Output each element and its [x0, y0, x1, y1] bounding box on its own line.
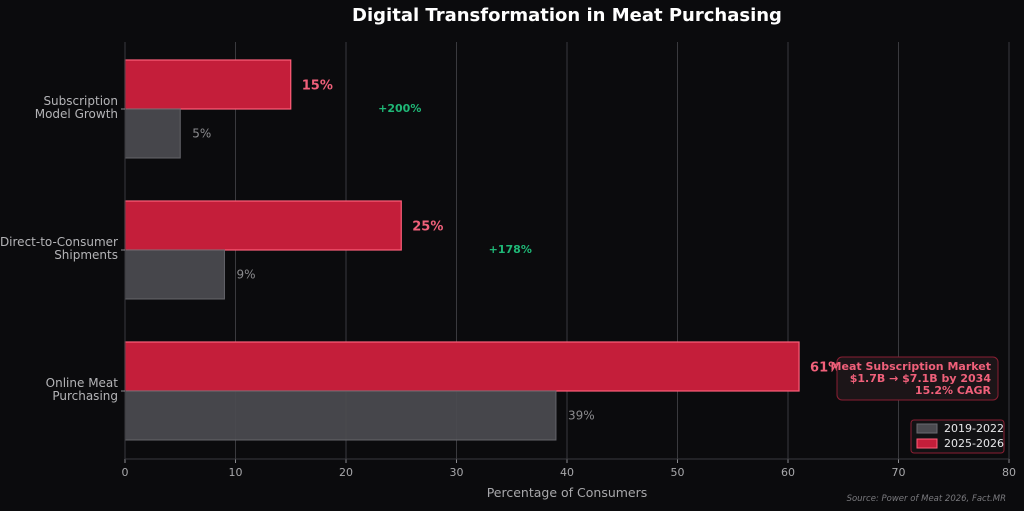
bar-2025-2026-online-meat-purchasing	[124, 341, 800, 392]
tick-label-x-20: 20	[339, 466, 353, 479]
growth-label-subscription-model-growth: +200%	[378, 102, 421, 115]
tick-label-x-60: 60	[781, 466, 795, 479]
tick-label-x-50: 50	[671, 466, 685, 479]
category-label-line: Shipments	[54, 248, 118, 262]
legend-label-2019-2022: 2019-2022	[944, 422, 1004, 435]
category-label-line: Purchasing	[52, 389, 118, 403]
source-note: Source: Power of Meat 2026, Fact.MR	[847, 494, 1007, 504]
bars	[124, 59, 800, 441]
annotation-box: Meat Subscription Market $1.7B → $7.1B b…	[831, 356, 999, 401]
x-axis-title: Percentage of Consumers	[487, 485, 648, 500]
annotation-title: Meat Subscription Market	[831, 360, 991, 373]
category-label-online-meat-purchasing: Online Meat Purchasing	[46, 376, 119, 403]
category-label-direct-to-consumer-shipments: Direct-to-Consumer Shipments	[0, 235, 118, 262]
growth-label-direct-to-consumer-shipments: +178%	[489, 243, 532, 256]
bar-2019-2022-online-meat-purchasing	[124, 390, 557, 441]
chart-title: Digital Transformation in Meat Purchasin…	[352, 5, 782, 26]
tick-label-x-80: 80	[1002, 466, 1016, 479]
annotation-market-size: $1.7B → $7.1B by 2034	[850, 372, 992, 385]
tick-label-x-0: 0	[122, 466, 129, 479]
annotation-cagr: 15.2% CAGR	[915, 384, 992, 397]
tick-label-x-10: 10	[229, 466, 243, 479]
legend: 2019-2022 2025-2026	[910, 419, 1005, 454]
value-label-2025-2026-subscription-model-growth: 15%	[302, 79, 333, 94]
category-label-subscription-model-growth: Subscription Model Growth	[35, 94, 118, 121]
value-label-2025-2026-direct-to-consumer-shipments: 25%	[412, 220, 443, 235]
tick-label-x-40: 40	[560, 466, 574, 479]
bar-2019-2022-subscription-model-growth	[124, 108, 181, 159]
category-label-line: Direct-to-Consumer	[0, 235, 118, 249]
legend-swatch-2025-2026	[916, 438, 938, 449]
category-label-line: Model Growth	[35, 107, 118, 121]
annotation-background	[836, 356, 999, 401]
value-label-2019-2022-direct-to-consumer-shipments: 9%	[236, 268, 255, 282]
tick-label-x-30: 30	[450, 466, 464, 479]
tick-label-x-70: 70	[892, 466, 906, 479]
bar-2025-2026-direct-to-consumer-shipments	[124, 200, 402, 251]
value-label-2019-2022-online-meat-purchasing: 39%	[568, 409, 595, 423]
value-label-2025-2026-online-meat-purchasing: 61%	[810, 361, 841, 376]
category-label-line: Online Meat	[46, 376, 119, 390]
bar-2025-2026-subscription-model-growth	[124, 59, 292, 110]
category-label-line: Subscription	[43, 94, 118, 108]
value-label-2019-2022-subscription-model-growth: 5%	[192, 127, 211, 141]
legend-label-2025-2026: 2025-2026	[944, 437, 1004, 450]
axes: 0 10 20 30 40 50 60 70 80 Subscription Model Growt…	[0, 42, 1016, 479]
bar-2019-2022-direct-to-consumer-shipments	[124, 249, 225, 300]
legend-swatch-2019-2022	[916, 423, 938, 434]
